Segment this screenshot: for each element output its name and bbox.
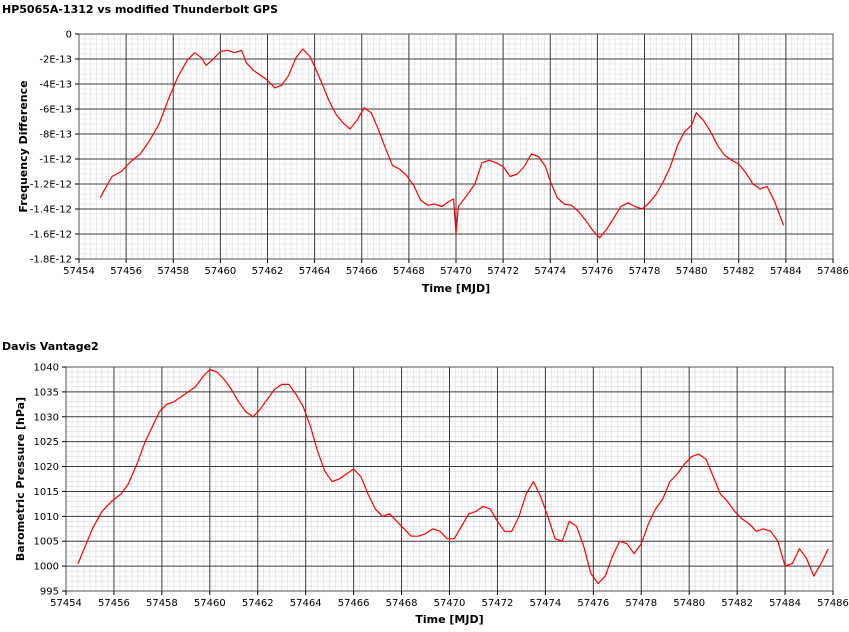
top-chart-title: HP5065A-1312 vs modified Thunderbolt GPS — [2, 3, 278, 16]
y-tick-label: -2E-13 — [39, 55, 72, 66]
x-tick-label: 57458 — [146, 598, 178, 609]
x-tick-label: 57474 — [529, 598, 561, 609]
x-tick-label: 57482 — [723, 266, 755, 277]
x-tick-label: 57456 — [110, 266, 142, 277]
x-tick-label: 57486 — [817, 266, 849, 277]
y-axis-label: Frequency Difference — [17, 80, 30, 212]
y-tick-label: -1.2E-12 — [30, 180, 72, 191]
y-tick-label: -1.6E-12 — [30, 230, 72, 241]
y-tick-label: -1E-12 — [39, 155, 72, 166]
x-tick-label: 57462 — [242, 598, 274, 609]
x-tick-label: 57458 — [157, 266, 189, 277]
x-tick-label: 57476 — [581, 266, 613, 277]
y-tick-label: -4E-13 — [39, 80, 72, 91]
x-tick-label: 57472 — [487, 266, 519, 277]
y-tick-label: -8E-13 — [39, 130, 72, 141]
x-tick-label: 57468 — [386, 598, 418, 609]
x-tick-label: 57460 — [204, 266, 236, 277]
y-tick-label: 1025 — [34, 437, 59, 448]
data-series-line — [99, 48, 785, 239]
y-tick-label: -6E-13 — [39, 105, 72, 116]
x-tick-label: 57484 — [770, 266, 802, 277]
y-tick-label: 0 — [66, 30, 72, 41]
x-tick-label: 57478 — [629, 266, 661, 277]
y-tick-label: 995 — [40, 587, 59, 598]
y-tick-label: 1000 — [34, 562, 59, 573]
y-tick-label: -1.8E-12 — [30, 255, 72, 266]
x-tick-label: 57466 — [338, 598, 370, 609]
x-tick-label: 57460 — [194, 598, 226, 609]
y-axis-label: Barometric Pressure [hPa] — [14, 397, 27, 561]
data-series-line — [77, 368, 829, 585]
x-tick-label: 57470 — [434, 598, 466, 609]
bottom-chart-title: Davis Vantage2 — [2, 340, 99, 353]
x-tick-label: 57468 — [393, 266, 425, 277]
x-tick-label: 57464 — [299, 266, 331, 277]
x-tick-label: 57480 — [676, 266, 708, 277]
x-tick-label: 57474 — [534, 266, 566, 277]
frequency-difference-chart: 57454 57456 57458 57460 57462 57464 57466 57468… — [17, 30, 849, 296]
y-tick-label: 1015 — [34, 487, 59, 498]
x-tick-label: 57476 — [577, 598, 609, 609]
x-tick-label: 57466 — [346, 266, 378, 277]
x-tick-label: 57462 — [252, 266, 284, 277]
y-tick-label: 1010 — [34, 512, 59, 523]
x-tick-label: 57464 — [290, 598, 322, 609]
x-axis-label: Time [MJD] — [422, 282, 490, 295]
x-tick-label: 57456 — [98, 598, 130, 609]
x-tick-label: 57454 — [50, 598, 82, 609]
y-tick-label: 1040 — [34, 363, 59, 374]
x-tick-label: 57478 — [625, 598, 657, 609]
x-tick-label: 57484 — [769, 598, 801, 609]
barometric-pressure-chart: 57454 57456 57458 57460 57462 57464 57466 57468… — [14, 363, 849, 627]
y-tick-label: -1.4E-12 — [30, 205, 72, 216]
x-tick-label: 57472 — [482, 598, 514, 609]
x-tick-label: 57470 — [440, 266, 472, 277]
y-tick-label: 1035 — [34, 387, 59, 398]
y-tick-label: 1020 — [34, 462, 59, 473]
x-tick-label: 57486 — [817, 598, 849, 609]
x-tick-label: 57480 — [673, 598, 705, 609]
x-tick-label: 57454 — [63, 266, 95, 277]
x-tick-label: 57482 — [721, 598, 753, 609]
y-tick-label: 1005 — [34, 537, 59, 548]
x-axis-label: Time [MJD] — [415, 613, 483, 626]
y-tick-label: 1030 — [34, 412, 59, 423]
